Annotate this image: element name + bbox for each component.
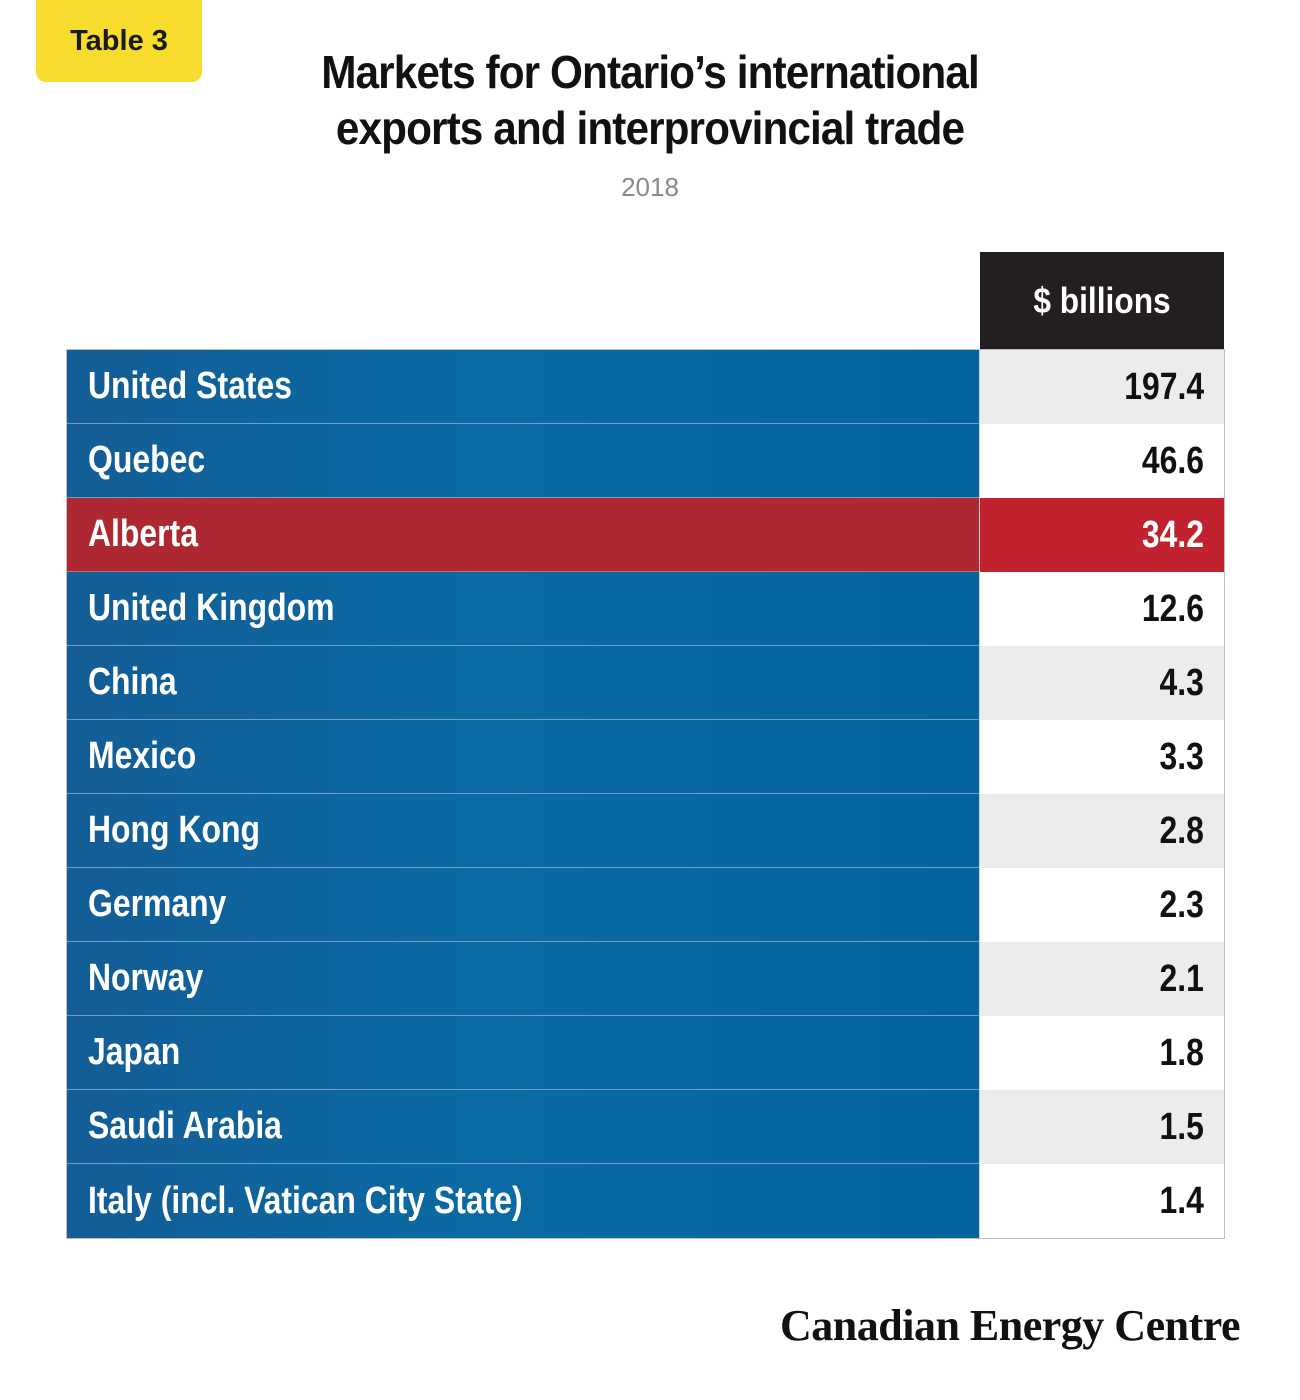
row-value-cell: 3.3 [979, 720, 1224, 794]
row-label-cell: Hong Kong [67, 794, 979, 868]
table-row: Quebec 46.6 [67, 424, 1224, 498]
row-label-cell: Norway [67, 942, 979, 1016]
row-value-cell: 46.6 [979, 424, 1224, 498]
row-value-cell: 4.3 [979, 646, 1224, 720]
row-label-cell: Alberta [67, 498, 979, 572]
table-row: Germany 2.3 [67, 868, 1224, 942]
row-value: 34.2 [1141, 513, 1204, 556]
row-label: Hong Kong [88, 809, 260, 851]
chart-subtitle: 2018 [621, 172, 679, 202]
row-value: 3.3 [1159, 735, 1204, 778]
row-value: 1.8 [1159, 1031, 1204, 1074]
row-label: Mexico [88, 735, 197, 777]
row-value-cell: 34.2 [979, 498, 1224, 572]
row-label-cell: Mexico [67, 720, 979, 794]
table-number-label: Table 3 [70, 24, 168, 57]
row-value-cell: 1.5 [979, 1090, 1224, 1164]
row-label-cell: Germany [67, 868, 979, 942]
row-label-cell: Quebec [67, 424, 979, 498]
row-label: Saudi Arabia [88, 1105, 282, 1147]
row-value: 4.3 [1159, 661, 1204, 704]
chart-title-line-1: Markets for Ontario’s international [321, 46, 980, 98]
row-label: Norway [88, 957, 204, 999]
row-value: 2.3 [1159, 883, 1204, 926]
chart-title: Markets for Ontario’s international expo… [0, 44, 1300, 156]
row-value: 2.1 [1159, 957, 1204, 1000]
table-row: Mexico 3.3 [67, 720, 1224, 794]
row-label: United Kingdom [88, 587, 335, 629]
row-value-cell: 1.8 [979, 1016, 1224, 1090]
table-row: Norway 2.1 [67, 942, 1224, 1016]
row-label: China [88, 661, 177, 703]
row-value-cell: 2.3 [979, 868, 1224, 942]
row-label: Quebec [88, 439, 206, 481]
row-value: 12.6 [1141, 587, 1204, 630]
row-label: Alberta [88, 513, 198, 555]
column-header: $ billions [980, 252, 1224, 349]
table-row: Alberta 34.2 [67, 498, 1224, 572]
table-row: Hong Kong 2.8 [67, 794, 1224, 868]
row-value-cell: 2.1 [979, 942, 1224, 1016]
data-table: United States 197.4 Quebec 46.6 Alberta 34.2 U… [66, 349, 1225, 1239]
row-label-cell: United States [67, 350, 979, 424]
column-header-label: $ billions [1033, 279, 1171, 321]
chart-title-line-2: exports and interprovincial trade [335, 102, 965, 154]
table-row: China 4.3 [67, 646, 1224, 720]
table-row: Japan 1.8 [67, 1016, 1224, 1090]
table-row: Italy (incl. Vatican City State) 1.4 [67, 1164, 1224, 1238]
row-label: Germany [88, 883, 227, 925]
row-value-cell: 197.4 [979, 350, 1224, 424]
table-row: United Kingdom 12.6 [67, 572, 1224, 646]
row-label: Japan [88, 1031, 181, 1073]
row-value: 1.4 [1159, 1179, 1204, 1222]
row-label-cell: China [67, 646, 979, 720]
row-label-cell: Japan [67, 1016, 979, 1090]
row-value: 1.5 [1159, 1105, 1204, 1148]
row-value: 2.8 [1159, 809, 1204, 852]
row-value-cell: 1.4 [979, 1164, 1224, 1238]
table-row: United States 197.4 [67, 350, 1224, 424]
row-label-cell: Italy (incl. Vatican City State) [67, 1164, 979, 1238]
row-value: 46.6 [1141, 439, 1204, 482]
row-label: Italy (incl. Vatican City State) [88, 1179, 523, 1222]
row-value-cell: 2.8 [979, 794, 1224, 868]
row-value: 197.4 [1124, 365, 1204, 408]
table-row: Saudi Arabia 1.5 [67, 1090, 1224, 1164]
source-logo-text: Canadian Energy Centre [780, 1301, 1240, 1350]
table-number-badge: Table 3 [36, 0, 202, 82]
row-label-cell: United Kingdom [67, 572, 979, 646]
row-value-cell: 12.6 [979, 572, 1224, 646]
row-label-cell: Saudi Arabia [67, 1090, 979, 1164]
row-label: United States [88, 365, 292, 407]
